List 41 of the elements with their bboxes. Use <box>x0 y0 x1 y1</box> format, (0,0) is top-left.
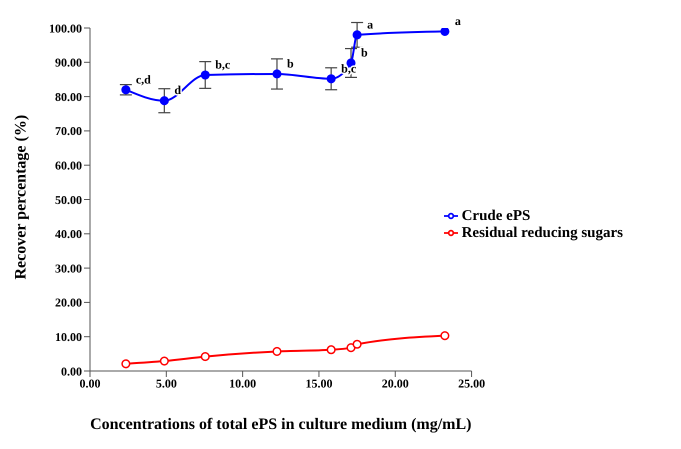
annotation: d <box>174 83 182 98</box>
x-axis-title: Concentrations of total ePS in culture medium (mg/mL) <box>90 416 472 433</box>
point <box>272 346 282 356</box>
y-tick-label: 50.00 <box>55 192 82 207</box>
y-tick-label: 70.00 <box>55 124 82 138</box>
point <box>160 356 169 366</box>
point <box>326 74 336 84</box>
point <box>440 331 450 340</box>
y-tick-label: 40.00 <box>55 227 82 242</box>
x-tick-label: 25.00 <box>458 376 486 391</box>
annotation: a <box>454 14 461 28</box>
legend-label: Residual reducing sugars <box>462 224 623 240</box>
annotation: b <box>361 46 368 60</box>
x-tick-label: 10.00 <box>229 376 256 391</box>
point <box>440 28 450 36</box>
y-axis-title: Recover percentage (%) <box>12 114 30 280</box>
point <box>200 352 210 362</box>
y-tick-label: 80.00 <box>55 90 82 104</box>
annotation: b <box>286 56 294 70</box>
x-tick-label: 0.00 <box>80 376 100 391</box>
y-tick-label: 20.00 <box>55 296 82 310</box>
x-tick-label: 5.00 <box>156 376 177 391</box>
x-tick-label: 15.00 <box>305 376 332 391</box>
point <box>352 30 362 40</box>
point <box>352 340 362 349</box>
point <box>121 359 130 368</box>
y-tick-label: 60.00 <box>55 158 82 172</box>
y-tick-label: 90.00 <box>55 56 82 70</box>
annotation: a <box>367 17 374 32</box>
y-tick-label: 0.00 <box>61 364 82 378</box>
annotation: c,d <box>136 72 152 86</box>
point <box>272 69 282 79</box>
y-tick-label: 100.00 <box>49 21 82 36</box>
y-tick-label: 10.00 <box>55 330 82 344</box>
point <box>160 96 169 106</box>
point <box>326 345 336 354</box>
point <box>200 70 210 80</box>
y-tick-label: 30.00 <box>55 261 82 276</box>
legend-label: Crude ePS <box>462 208 530 224</box>
x-tick-label: 20.00 <box>382 376 409 391</box>
annotation: b,c <box>215 58 231 72</box>
